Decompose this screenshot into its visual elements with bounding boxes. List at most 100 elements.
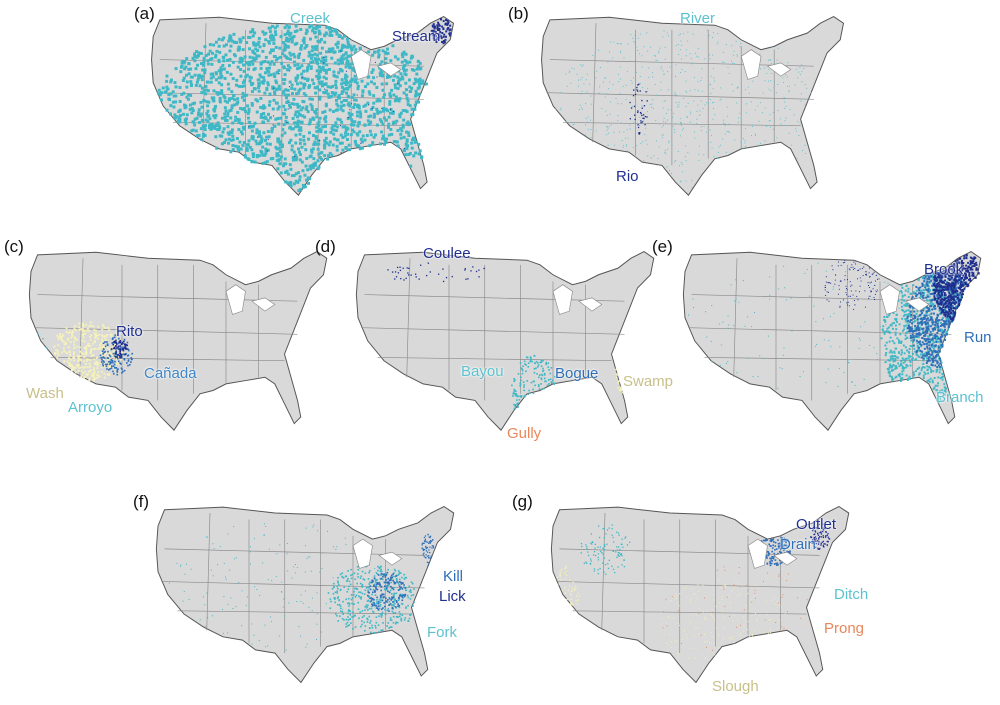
feature-point <box>117 353 119 356</box>
feature-point <box>748 92 750 94</box>
feature-point <box>943 297 946 300</box>
feature-point <box>327 25 331 29</box>
feature-point <box>396 87 400 90</box>
feature-point <box>817 262 819 264</box>
feature-point <box>905 313 908 316</box>
feature-point <box>82 332 85 335</box>
feature-point <box>858 337 860 339</box>
feature-point <box>693 76 695 78</box>
feature-point <box>65 352 68 355</box>
feature-point <box>369 114 373 118</box>
feature-point <box>95 329 97 332</box>
feature-point <box>93 367 96 370</box>
feature-point <box>299 47 303 51</box>
feature-point <box>935 318 938 321</box>
feature-point <box>686 115 688 117</box>
feature-point <box>972 262 974 265</box>
feature-point <box>109 362 112 364</box>
feature-point <box>626 71 628 73</box>
feature-point <box>514 392 516 395</box>
feature-point <box>285 169 289 173</box>
feature-point <box>921 282 924 285</box>
feature-point <box>300 145 304 149</box>
feature-point <box>924 286 927 289</box>
feature-point <box>914 316 917 319</box>
feature-point <box>60 338 63 341</box>
feature-label-river: River <box>680 10 716 27</box>
feature-point <box>112 361 114 364</box>
feature-point <box>959 282 962 285</box>
feature-point <box>947 274 950 277</box>
feature-point <box>944 283 947 286</box>
feature-point <box>902 359 905 362</box>
feature-point <box>953 299 955 302</box>
feature-point <box>261 106 265 110</box>
feature-point <box>526 356 529 359</box>
feature-point <box>641 99 643 102</box>
feature-point <box>404 153 408 157</box>
feature-point <box>346 127 350 131</box>
feature-point <box>88 345 90 348</box>
feature-point <box>921 276 924 279</box>
feature-point <box>619 66 621 68</box>
feature-point <box>832 288 834 290</box>
feature-point <box>944 338 947 341</box>
feature-point <box>174 67 178 71</box>
feature-point <box>237 149 241 153</box>
feature-point <box>681 171 683 173</box>
feature-point <box>381 49 385 53</box>
feature-point <box>406 267 408 269</box>
feature-point <box>958 287 961 290</box>
feature-point <box>116 370 119 372</box>
feature-point <box>361 146 364 150</box>
feature-point <box>646 111 648 113</box>
feature-point <box>255 131 259 135</box>
feature-point <box>840 264 842 266</box>
feature-point <box>924 330 927 333</box>
feature-point <box>121 356 123 359</box>
feature-point <box>640 143 642 145</box>
feature-point <box>939 390 941 393</box>
feature-point <box>282 104 286 108</box>
feature-point <box>330 153 334 157</box>
feature-point <box>777 387 779 389</box>
feature-point <box>527 362 530 364</box>
feature-point <box>891 365 894 368</box>
feature-point <box>90 334 93 337</box>
feature-point <box>922 289 925 292</box>
feature-point <box>73 343 76 346</box>
feature-point <box>948 308 951 311</box>
feature-point <box>799 375 801 377</box>
feature-point <box>798 71 800 73</box>
feature-point <box>845 271 847 273</box>
feature-point <box>664 100 666 101</box>
feature-label-brook: Brook <box>924 261 964 278</box>
feature-point <box>94 348 97 350</box>
feature-point <box>905 366 908 369</box>
feature-point <box>825 330 827 332</box>
feature-point <box>892 378 895 381</box>
feature-point <box>275 101 279 105</box>
feature-point <box>686 91 688 93</box>
feature-point <box>770 59 772 61</box>
feature-point <box>691 180 693 182</box>
feature-point <box>937 364 940 367</box>
feature-point <box>566 85 568 87</box>
feature-point <box>67 339 69 342</box>
feature-point <box>267 138 269 140</box>
feature-point <box>679 165 681 167</box>
feature-point <box>352 44 356 48</box>
feature-point <box>724 123 726 125</box>
feature-point <box>335 30 339 34</box>
feature-point <box>295 92 299 96</box>
feature-point <box>81 372 84 375</box>
feature-point <box>304 164 308 168</box>
feature-point <box>113 346 116 349</box>
feature-point <box>250 90 254 94</box>
feature-point <box>282 112 286 116</box>
feature-point <box>328 50 332 54</box>
feature-point <box>913 347 916 350</box>
feature-point <box>253 31 257 35</box>
feature-point <box>587 128 589 130</box>
feature-point <box>925 326 928 329</box>
